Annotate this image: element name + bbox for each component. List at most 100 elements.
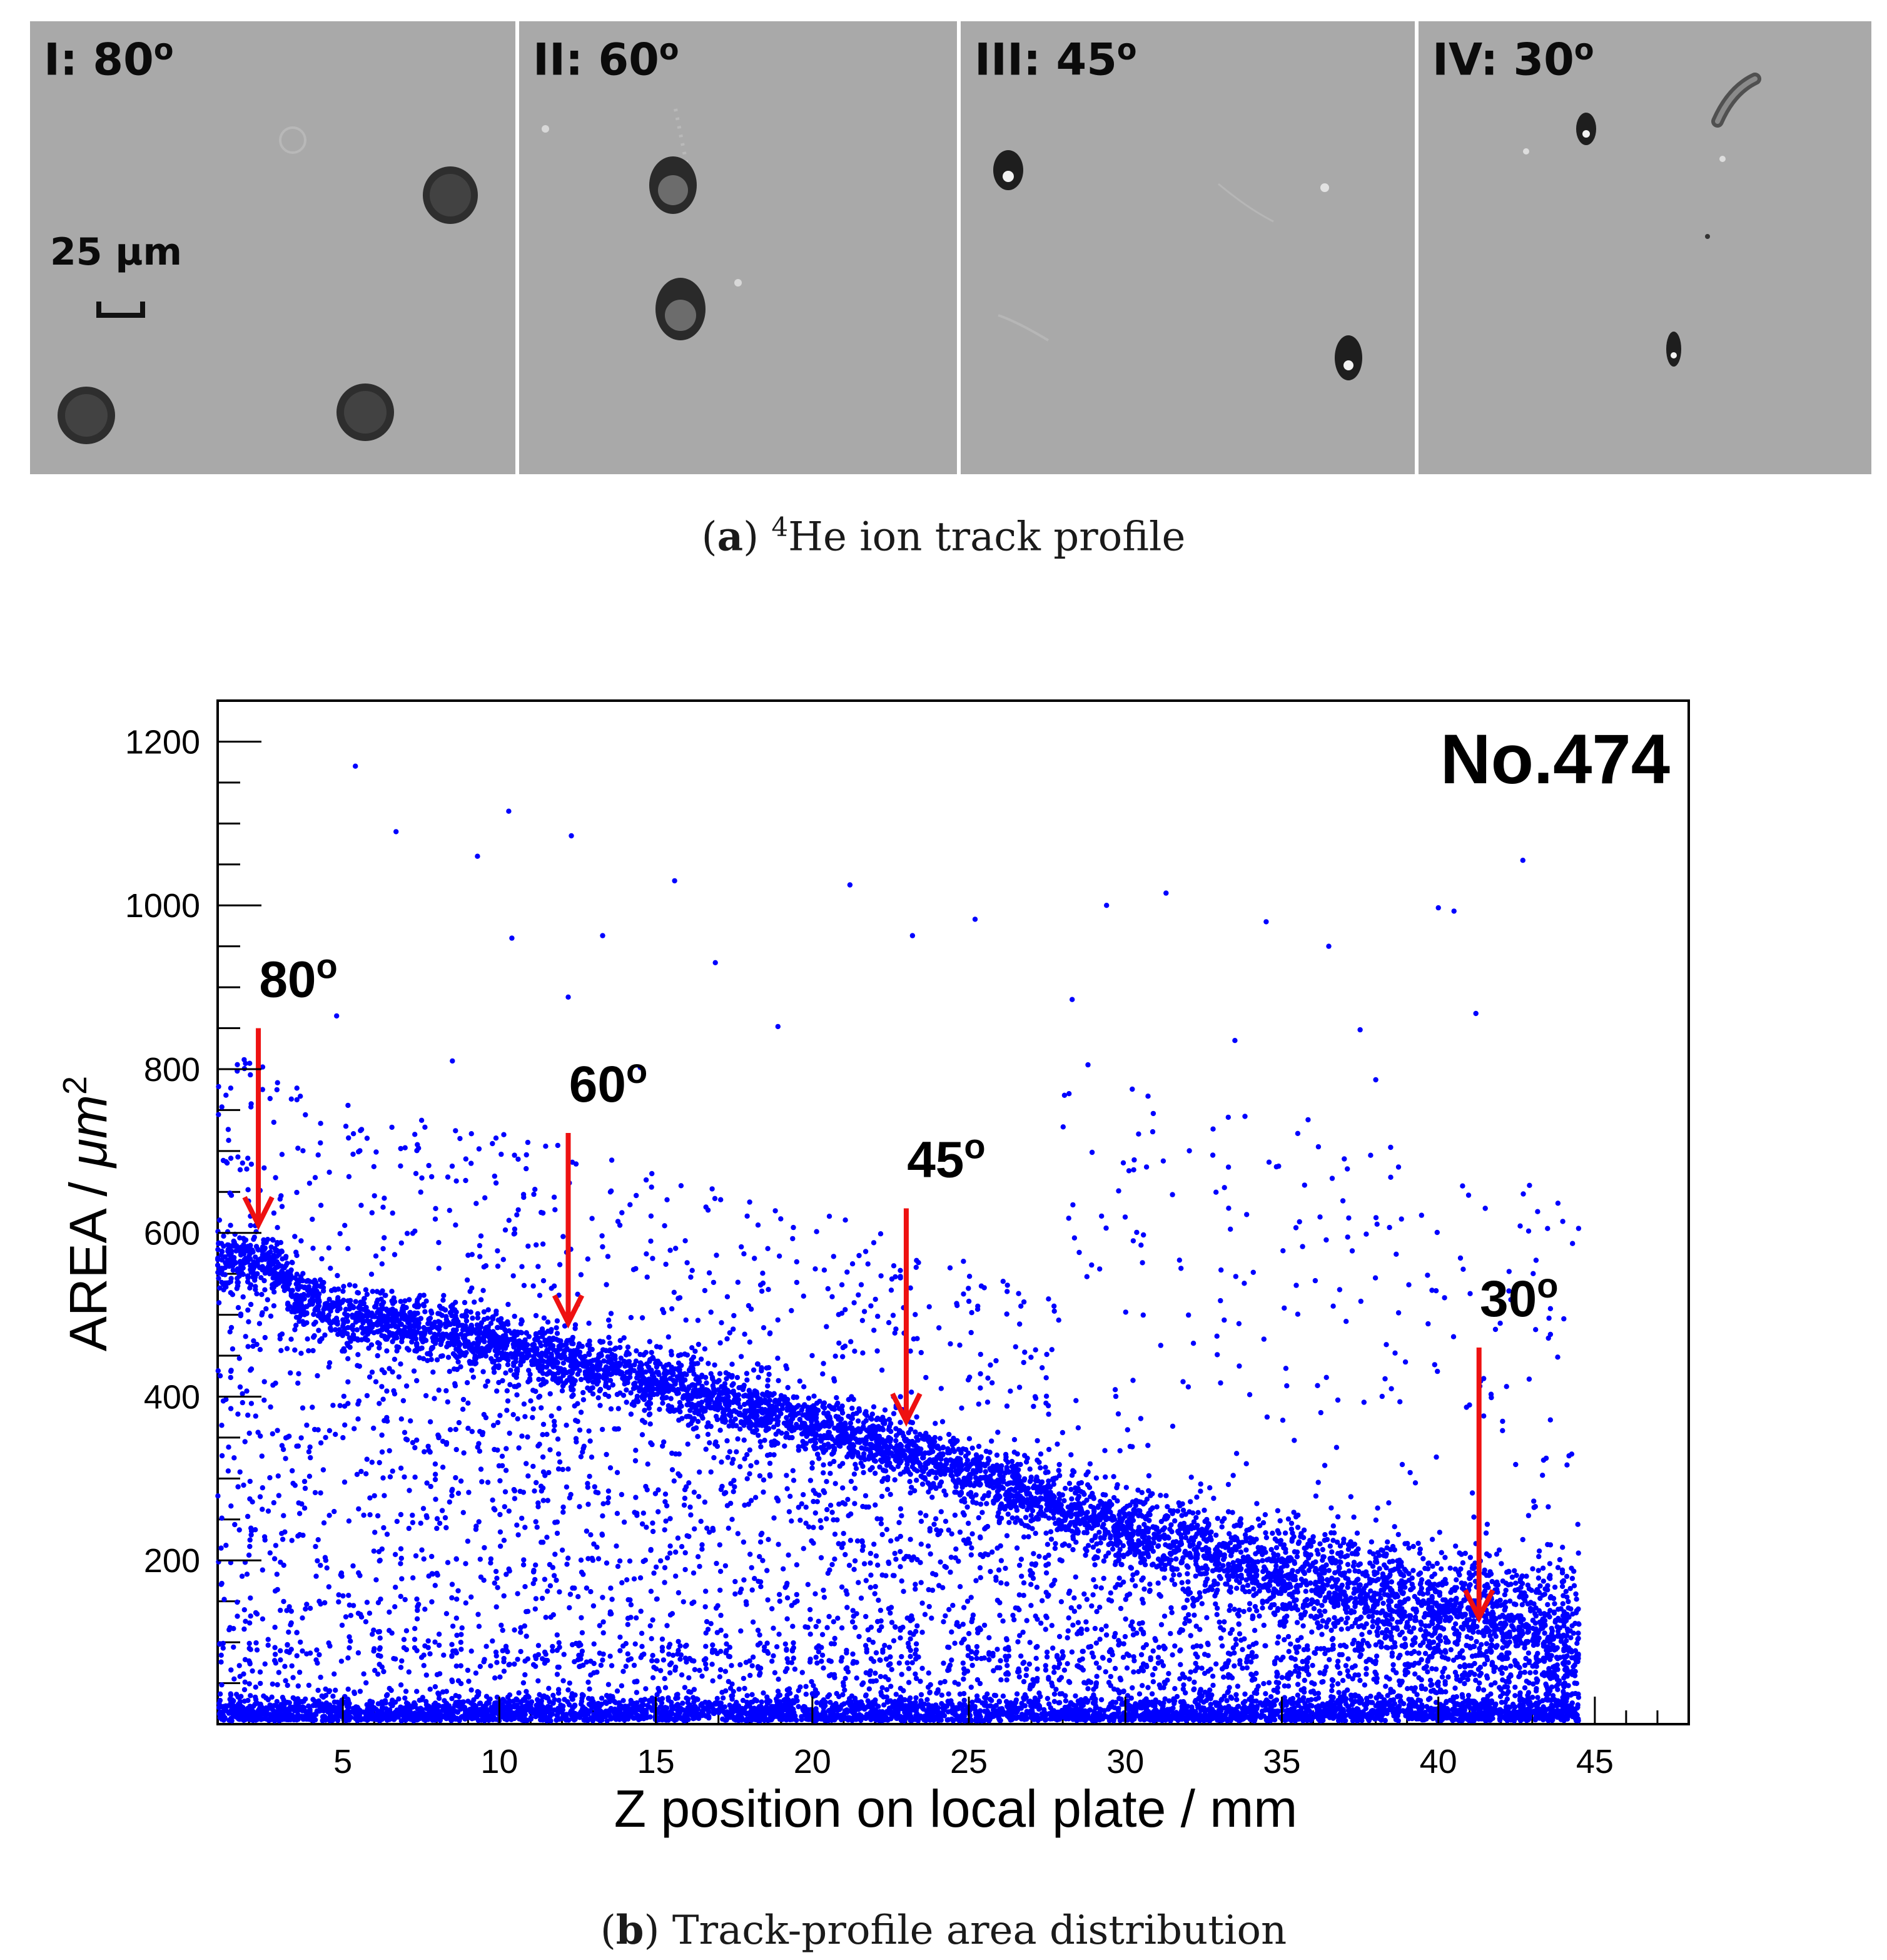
data-point	[752, 1403, 758, 1409]
data-point	[1519, 1573, 1525, 1579]
data-point	[1418, 1580, 1424, 1586]
data-point	[525, 1379, 531, 1384]
data-point	[1261, 1576, 1267, 1582]
data-point	[847, 1425, 853, 1431]
data-point	[248, 1262, 254, 1268]
data-point	[1024, 1497, 1030, 1503]
data-point	[243, 1259, 250, 1265]
data-point	[742, 1408, 748, 1414]
data-point	[216, 1240, 221, 1246]
data-point	[996, 1487, 1002, 1493]
data-point	[350, 1323, 356, 1328]
data-point	[260, 1244, 266, 1250]
data-point	[754, 1394, 761, 1400]
data-point	[1133, 1503, 1139, 1508]
data-point	[493, 1308, 499, 1314]
data-point	[427, 1352, 433, 1358]
micrograph-panel-60: II: 60o	[519, 21, 957, 474]
data-point	[1056, 1468, 1061, 1473]
data-point	[946, 1431, 952, 1438]
data-point	[914, 1478, 919, 1483]
data-point	[839, 1410, 846, 1416]
data-point	[660, 1400, 665, 1406]
data-point	[826, 1445, 832, 1450]
data-point	[1219, 1518, 1225, 1525]
data-point	[239, 1249, 245, 1255]
data-point	[994, 1467, 1000, 1473]
data-point	[300, 1271, 306, 1276]
data-point	[1503, 1587, 1509, 1593]
data-point	[1069, 1473, 1075, 1478]
data-point	[1270, 1530, 1275, 1536]
data-point	[586, 1350, 592, 1356]
data-point	[960, 1446, 966, 1452]
data-point	[1115, 1482, 1120, 1488]
data-point	[861, 1446, 868, 1451]
data-point	[230, 1267, 236, 1273]
data-point	[1063, 1486, 1068, 1491]
data-point	[216, 1285, 223, 1291]
data-point	[1024, 1507, 1030, 1513]
data-point	[1138, 1499, 1144, 1505]
data-point	[968, 1490, 974, 1495]
data-point	[828, 1419, 834, 1425]
data-point	[1086, 1485, 1093, 1490]
data-point	[228, 1290, 233, 1296]
data-point	[537, 1329, 543, 1336]
data-point	[1418, 1627, 1424, 1633]
data-point	[1063, 1516, 1068, 1521]
data-point	[765, 1377, 771, 1383]
data-point	[1295, 1540, 1302, 1546]
data-point	[1509, 1623, 1515, 1629]
data-point	[498, 1316, 504, 1322]
data-point	[1435, 1642, 1441, 1648]
data-point	[746, 1415, 752, 1421]
data-point	[474, 1322, 480, 1328]
data-point	[821, 1433, 827, 1439]
data-point	[320, 1288, 326, 1294]
data-point	[1103, 1510, 1110, 1515]
data-point	[356, 1318, 362, 1323]
data-point	[1288, 1556, 1294, 1561]
data-point	[319, 1281, 325, 1287]
data-point	[279, 1272, 285, 1278]
data-point	[1487, 1633, 1493, 1638]
data-point	[1536, 1548, 1542, 1554]
data-point	[1176, 1572, 1182, 1578]
data-point	[218, 1252, 224, 1258]
data-point	[1408, 1629, 1414, 1635]
data-point	[1198, 1481, 1203, 1487]
data-point	[928, 1446, 934, 1451]
data-point	[554, 1318, 560, 1324]
data-point	[1230, 1510, 1235, 1515]
data-point	[964, 1504, 970, 1510]
data-point	[1250, 1580, 1255, 1585]
data-point	[1390, 1558, 1395, 1564]
data-point	[809, 1423, 814, 1428]
data-point	[1332, 1570, 1338, 1576]
panel-title: IV: 30o	[1432, 33, 1594, 86]
data-point	[1076, 1481, 1082, 1486]
data-point	[470, 1374, 477, 1380]
data-point	[548, 1329, 554, 1334]
data-point	[1143, 1525, 1149, 1531]
data-point	[1115, 1498, 1120, 1504]
data-point	[1093, 1475, 1100, 1481]
data-point	[1237, 1518, 1243, 1524]
data-point	[423, 1298, 429, 1304]
data-point	[1027, 1466, 1033, 1472]
data-point	[669, 1352, 674, 1358]
data-point	[784, 1414, 789, 1421]
data-point	[1098, 1540, 1103, 1546]
data-point	[1512, 1568, 1517, 1573]
data-point	[1135, 1487, 1141, 1493]
data-point	[936, 1455, 941, 1461]
data-point	[1551, 1610, 1557, 1616]
data-point	[584, 1363, 590, 1368]
data-point	[624, 1399, 629, 1405]
data-point	[572, 1322, 579, 1328]
panel-title: III: 45o	[974, 33, 1137, 86]
data-point	[280, 1256, 285, 1262]
data-point	[1454, 1577, 1459, 1583]
data-point	[657, 1406, 662, 1412]
